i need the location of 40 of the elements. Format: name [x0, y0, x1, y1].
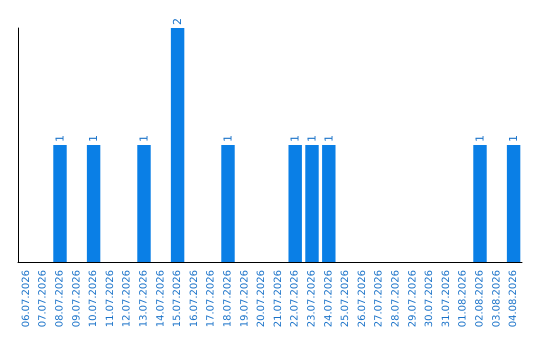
x-tick-label: 31.07.2026	[440, 270, 452, 328]
x-tick-label: 26.07.2026	[356, 270, 368, 328]
x-tick-label: 04.08.2026	[508, 270, 520, 328]
x-tick-label: 06.07.2026	[20, 270, 32, 328]
x-tick-label: 13.07.2026	[138, 270, 150, 328]
data-label: 1	[138, 135, 150, 142]
x-tick-label: 01.08.2026	[458, 270, 469, 328]
x-tick-label: 08.07.2026	[54, 270, 66, 328]
x-tick-label: 23.07.2026	[306, 270, 318, 328]
x-tick-label: 12.07.2026	[122, 270, 133, 328]
x-tick-label: 27.07.2026	[374, 270, 385, 328]
x-tick-label: 15.07.2026	[172, 270, 184, 328]
x-tick-label: 03.08.2026	[491, 270, 502, 328]
x-tick-label: 21.07.2026	[272, 270, 284, 328]
x-tick-label: 16.07.2026	[188, 270, 200, 328]
data-label: 1	[288, 135, 302, 142]
x-tick-label: 11.07.2026	[104, 270, 116, 328]
data-label: 1	[222, 135, 234, 142]
x-tick-label: 07.07.2026	[38, 270, 49, 328]
data-label: 1	[507, 135, 520, 142]
data-label: 1	[54, 135, 66, 142]
data-label: 1	[474, 135, 486, 142]
x-tick-label: 22.07.2026	[290, 270, 301, 328]
data-label: 1	[87, 135, 100, 142]
x-tick-label: 19.07.2026	[239, 270, 250, 328]
x-tick-label: 20.07.2026	[256, 270, 268, 328]
data-label: 2	[171, 18, 184, 25]
x-tick-label: 17.07.2026	[206, 270, 217, 328]
x-tick-label: 25.07.2026	[340, 270, 352, 328]
x-tick-label: 28.07.2026	[390, 270, 402, 328]
x-tick-label: 10.07.2026	[88, 270, 100, 328]
x-tick-label: 02.08.2026	[474, 270, 486, 328]
x-tick-label: 30.07.2026	[424, 270, 436, 328]
x-tick-label: 24.07.2026	[323, 270, 334, 328]
data-label: 1	[306, 135, 318, 142]
x-tick-label: 29.07.2026	[407, 270, 418, 328]
data-label: 1	[322, 135, 336, 142]
x-tick-label: 14.07.2026	[155, 270, 166, 328]
x-tick-label: 09.07.2026	[71, 270, 82, 328]
x-tick-label: 18.07.2026	[222, 270, 234, 328]
